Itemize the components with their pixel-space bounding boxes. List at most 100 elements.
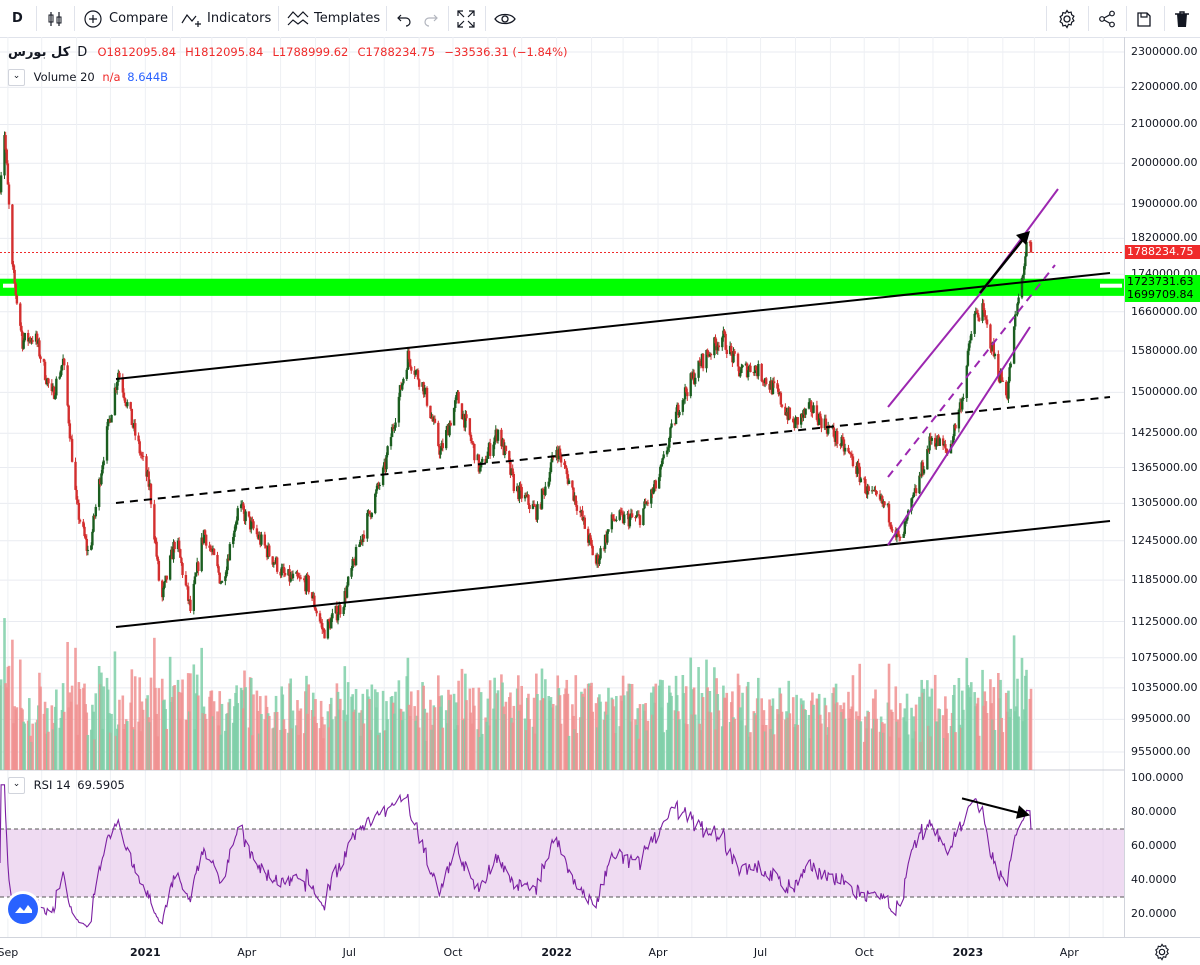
volume-bar <box>771 698 775 770</box>
snapshot-icon[interactable] <box>1135 0 1153 37</box>
candle-body <box>657 477 661 489</box>
compare-button[interactable]: Compare <box>83 0 168 37</box>
candle-body <box>1007 381 1010 399</box>
templates-button[interactable]: Templates <box>287 0 380 37</box>
volume-bar <box>66 641 69 770</box>
chart-area[interactable]: کل بورس D O1812095.84 H1812095.84 L17889… <box>0 37 1124 937</box>
volume-bar <box>574 675 578 770</box>
rsi-line <box>0 784 1032 928</box>
candle-body <box>981 303 984 321</box>
candle-body <box>921 462 925 474</box>
candle-body <box>478 467 482 472</box>
volume-bar <box>749 732 752 770</box>
candle-body <box>896 529 900 535</box>
volume-bar <box>954 732 957 770</box>
candle-body <box>192 583 196 611</box>
settings-gear-icon[interactable] <box>1057 0 1077 37</box>
candle-body <box>571 480 574 488</box>
share-icon[interactable] <box>1098 0 1116 37</box>
candle-body <box>910 498 913 511</box>
indicators-button[interactable]: Indicators <box>181 0 271 37</box>
candle-body <box>200 537 203 571</box>
candle-body <box>1025 241 1028 257</box>
candle-body <box>70 438 74 462</box>
candles-icon[interactable] <box>46 0 64 37</box>
candle-body <box>102 460 105 466</box>
volume-bar <box>480 733 484 770</box>
candle-body <box>875 491 878 495</box>
candle-body <box>84 536 87 539</box>
candle-body <box>448 422 451 436</box>
volume-bar <box>678 719 681 770</box>
undo-icon[interactable] <box>396 0 412 37</box>
interval-button[interactable]: D <box>12 0 23 37</box>
volume-bar <box>283 728 287 770</box>
candle-body <box>370 513 374 517</box>
time-tick-label: 2021 <box>130 946 161 959</box>
candle-body <box>842 439 846 452</box>
candle-body <box>414 370 417 375</box>
candle-body <box>139 453 143 455</box>
candle-body <box>228 544 232 561</box>
volume-bar <box>867 711 871 770</box>
candle-body <box>318 613 322 622</box>
collapse-chevron-icon[interactable]: ⌄ <box>8 69 25 86</box>
candle-body <box>792 418 795 423</box>
candle-body <box>470 441 474 443</box>
time-axis-settings-icon[interactable] <box>1153 943 1171 965</box>
volume-bar <box>465 700 468 770</box>
price-axis[interactable]: 2300000.00 2200000.00 2100000.00 2000000.00… <box>1124 37 1200 937</box>
candle-body <box>291 573 295 579</box>
candle-body <box>661 458 664 465</box>
price-tick-label: 1365000.00 <box>1131 460 1198 474</box>
volume-bar <box>181 679 184 770</box>
chart-canvas[interactable] <box>0 37 1124 937</box>
candle-body <box>255 528 259 535</box>
volume-bar <box>926 680 929 770</box>
trash-icon[interactable] <box>1174 0 1190 37</box>
candle-body <box>1029 242 1033 253</box>
candle-body <box>694 377 697 384</box>
candle-body <box>402 378 405 384</box>
volume-bar <box>113 651 117 770</box>
candle-body <box>984 316 988 320</box>
candle-body <box>772 381 776 384</box>
candle-body <box>405 369 408 379</box>
redo-icon[interactable] <box>423 0 439 37</box>
candle-body <box>275 557 279 572</box>
candle-body <box>732 351 735 363</box>
candle-body <box>141 455 145 457</box>
candle-body <box>90 545 93 550</box>
candle-body <box>97 479 101 507</box>
candle-body <box>386 446 389 456</box>
eye-icon[interactable] <box>494 0 516 37</box>
candle-body <box>460 403 464 420</box>
rsi-value: 69.5905 <box>77 778 125 792</box>
candle-body <box>819 413 822 419</box>
candle-body <box>163 581 166 588</box>
candle-body <box>20 325 23 332</box>
candle-body <box>705 349 708 369</box>
collapse-chevron-icon[interactable]: ⌄ <box>8 777 25 794</box>
volume-bar <box>551 703 555 770</box>
candle-body <box>377 483 380 486</box>
candle-body <box>581 510 584 521</box>
candle-body <box>350 568 353 577</box>
candle-body <box>780 404 784 407</box>
volume-bar <box>772 734 776 770</box>
time-axis[interactable]: Sep 2021 Apr Jul Oct 2022 Apr Jul Oct 2023 Apr <box>0 937 1200 965</box>
fullscreen-icon[interactable] <box>457 0 475 37</box>
candle-body <box>746 370 750 378</box>
candle-body <box>899 536 902 538</box>
toolbar-divider <box>1164 6 1165 31</box>
tradingview-logo[interactable] <box>8 894 38 924</box>
candle-body <box>721 337 724 348</box>
candle-body <box>251 520 254 522</box>
volume-bar <box>441 727 445 770</box>
volume-bar <box>976 697 980 770</box>
volume-bar <box>661 680 664 770</box>
candle-body <box>689 373 692 397</box>
candle-body <box>43 361 47 380</box>
candle-body <box>149 484 153 505</box>
candle-body <box>967 343 971 351</box>
